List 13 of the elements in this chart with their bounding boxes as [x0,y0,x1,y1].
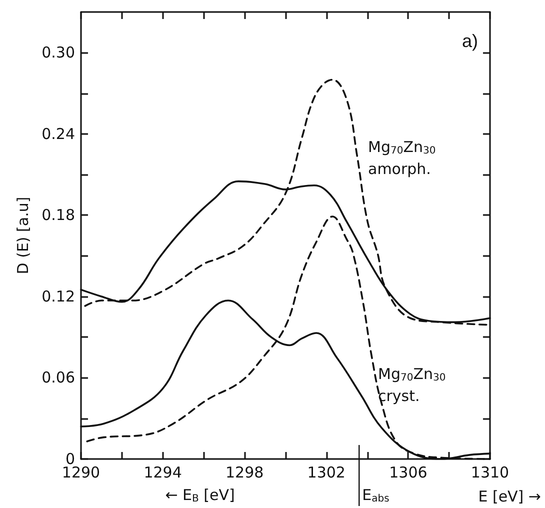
x-tick-label: 1306 [389,464,428,482]
x-tick-label: 1298 [226,464,264,482]
annotation: a) [462,31,478,51]
y-tick-label: 0.18 [42,206,75,224]
x-tick-label: 1310 [470,464,510,482]
x-tick-label: 1294 [144,464,182,482]
y-tick-label: 0.24 [42,124,75,143]
y-axis-title: D (E) [a.u] [14,196,32,274]
y-tick-label: 0.12 [42,287,75,306]
x-axis-title: E [eV] → [478,488,541,506]
x-tick-label: 1302 [307,464,346,482]
y-tick-label: 0.30 [42,44,75,62]
y-tick-label: 0.06 [42,368,75,387]
